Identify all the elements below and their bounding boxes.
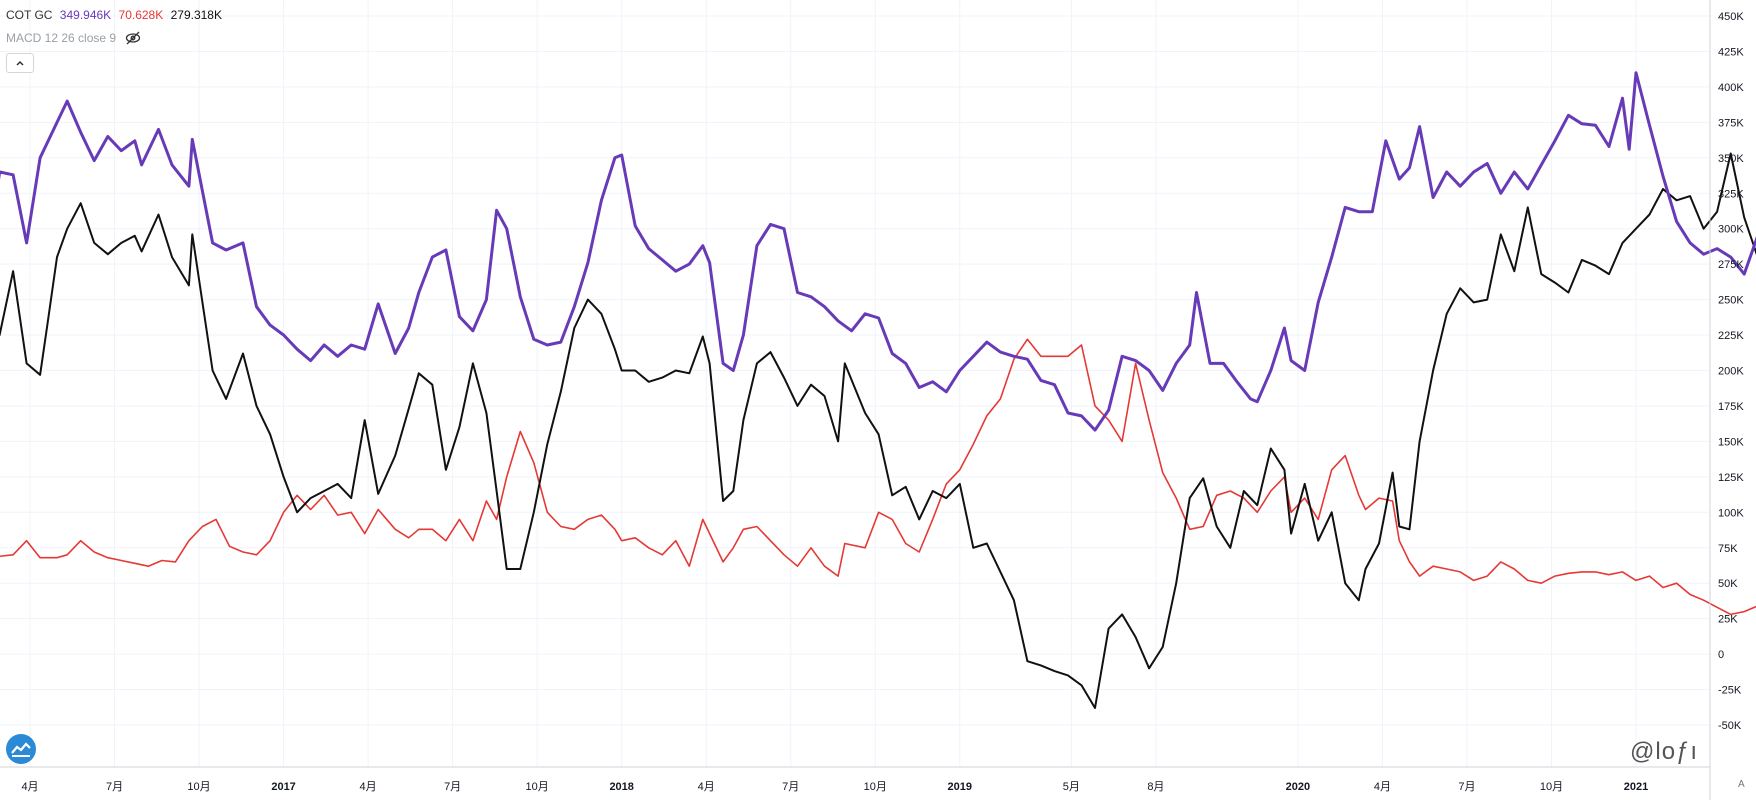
y-tick-label: 375K xyxy=(1718,117,1744,129)
x-tick-label: 10月 xyxy=(1540,781,1563,793)
time-axis[interactable]: 4月 7月 10月 2017 4月 7月 10月 2018 4月 7月 10月 2019 5月 8月 202… xyxy=(21,781,1648,793)
eye-hidden-icon[interactable] xyxy=(125,31,141,48)
x-tick-label: 7月 xyxy=(444,781,461,793)
chevron-up-icon xyxy=(16,60,24,66)
legend-value-red: 70.628K xyxy=(118,8,164,22)
x-tick-label: 2018 xyxy=(609,781,633,793)
legend-value-purple: 349.946K xyxy=(59,8,112,22)
y-tick-label: 425K xyxy=(1718,46,1744,58)
y-tick-label: 50K xyxy=(1718,578,1738,590)
x-tick-label: 2017 xyxy=(271,781,295,793)
x-tick-label: 5月 xyxy=(1063,781,1080,793)
x-tick-label: 4月 xyxy=(1374,781,1391,793)
legend-main: COT GC 349.946K 70.628K 279.318K xyxy=(6,8,226,22)
y-tick-label: 450K xyxy=(1718,11,1744,23)
x-tick-label: 4月 xyxy=(360,781,377,793)
y-tick-label: 100K xyxy=(1718,507,1744,519)
y-tick-label: 350K xyxy=(1718,153,1744,165)
x-tick-label: 4月 xyxy=(698,781,715,793)
y-tick-label: 175K xyxy=(1718,401,1744,413)
y-tick-label: 125K xyxy=(1718,472,1744,484)
collapse-legend-button[interactable] xyxy=(6,53,34,73)
series-line-purple xyxy=(0,71,1756,432)
tradingview-logo-icon[interactable] xyxy=(6,734,36,764)
price-axis[interactable]: -50K -25K 0 25K 50K 75K 100K 125K 150K 175K 200K 22… xyxy=(1718,11,1744,732)
x-tick-label: 10月 xyxy=(526,781,549,793)
y-tick-label: 325K xyxy=(1718,188,1744,200)
y-tick-label: -25K xyxy=(1718,685,1742,697)
x-tick-label: 2021 xyxy=(1624,781,1648,793)
y-tick-label: 200K xyxy=(1718,366,1744,378)
y-tick-label: 275K xyxy=(1718,259,1744,271)
y-tick-label: 250K xyxy=(1718,295,1744,307)
legend-value-black: 279.318K xyxy=(170,8,222,22)
author-watermark: @loƒı xyxy=(1630,738,1699,765)
x-tick-label: 2019 xyxy=(948,781,972,793)
auto-scale-button[interactable]: A xyxy=(1738,779,1745,790)
x-tick-label: 10月 xyxy=(864,781,887,793)
y-tick-label: -50K xyxy=(1718,720,1742,732)
series-line-black xyxy=(0,152,1756,709)
y-tick-label: 75K xyxy=(1718,543,1738,555)
y-tick-label: 150K xyxy=(1718,436,1744,448)
x-tick-label: 4月 xyxy=(21,781,38,793)
y-tick-label: 225K xyxy=(1718,330,1744,342)
series-layer xyxy=(0,71,1756,709)
x-tick-label: 7月 xyxy=(106,781,123,793)
y-tick-label: 0 xyxy=(1718,649,1724,661)
gridlines xyxy=(0,0,1710,767)
x-tick-label: 7月 xyxy=(782,781,799,793)
legend-title: COT GC xyxy=(6,8,53,22)
legend-indicator: MACD 12 26 close 9 xyxy=(6,31,141,48)
y-tick-label: 400K xyxy=(1718,82,1744,94)
x-tick-label: 2020 xyxy=(1286,781,1310,793)
y-tick-label: 25K xyxy=(1718,614,1738,626)
y-tick-label: 300K xyxy=(1718,224,1744,236)
x-tick-label: 10月 xyxy=(187,781,210,793)
series-line-red xyxy=(0,338,1756,616)
x-tick-label: 7月 xyxy=(1458,781,1475,793)
indicator-label: MACD 12 26 close 9 xyxy=(6,31,117,45)
x-tick-label: 8月 xyxy=(1147,781,1164,793)
